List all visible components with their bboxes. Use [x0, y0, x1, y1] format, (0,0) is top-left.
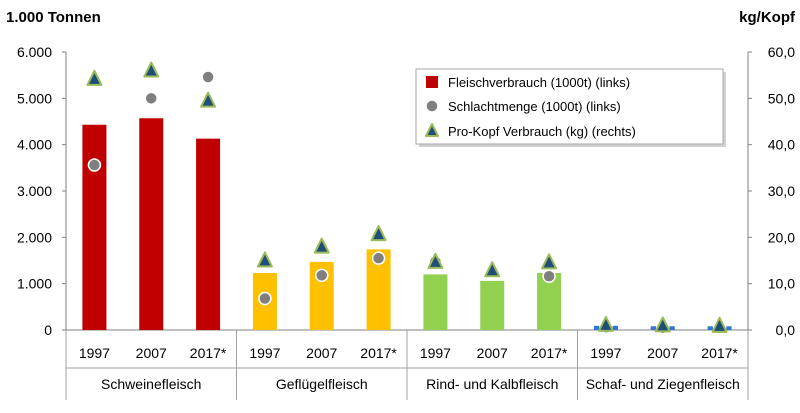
pro-kopf-point [654, 316, 671, 333]
pro-kopf-point [370, 225, 387, 242]
right-tick-label: 30,0 [768, 183, 795, 199]
year-label: 2007 [647, 345, 678, 361]
pro-kopf-point [256, 251, 273, 268]
bar [480, 280, 505, 330]
right-tick-label: 0,0 [776, 322, 796, 338]
group-label: Schweinefleisch [101, 376, 201, 392]
pro-kopf-point [597, 315, 614, 332]
markers [86, 61, 728, 335]
group-label: Geflügelfleisch [276, 376, 368, 392]
category-labels: 1997 2007 2017* 1997 2007 2017* 1997 2007 2017* 1… [79, 345, 740, 392]
pro-kopf-point [313, 237, 330, 254]
schlachtmenge-point [258, 291, 272, 306]
left-tick-label: 6.000 [17, 44, 52, 60]
right-axis-title: kg/Kopf [739, 9, 796, 26]
year-label: 2007 [477, 345, 508, 361]
left-tick-label: 1.000 [17, 276, 52, 292]
pro-kopf-point [484, 261, 501, 278]
schlachtmenge-point [201, 70, 215, 84]
bars [82, 118, 732, 330]
legend-box [415, 68, 724, 145]
schlachtmenge-point [87, 158, 102, 172]
pro-kopf-point [86, 69, 103, 86]
right-tick-label: 20,0 [768, 229, 795, 245]
left-tick-label: 3.000 [17, 183, 52, 199]
year-label: 1997 [420, 345, 451, 361]
pro-kopf-point [200, 91, 217, 108]
bar [196, 138, 221, 330]
schlachtmenge-point [371, 251, 386, 265]
axes: 1.000 Tonnen kg/Kopf [6, 9, 796, 26]
left-axis-title: 1.000 Tonnen [6, 9, 101, 26]
schlachtmenge-point [542, 269, 556, 284]
pro-kopf-point [711, 316, 728, 333]
year-label: 2017* [701, 345, 738, 361]
pro-kopf-point [541, 253, 558, 270]
right-tick-label: 50,0 [768, 90, 795, 106]
year-label: 2007 [136, 345, 167, 361]
bar [82, 124, 107, 330]
group-label: Schaf- und Ziegenfleisch [586, 376, 740, 392]
left-tick-label: 0 [44, 322, 52, 338]
bar [423, 274, 448, 330]
legend-label: Schlachtmenge (1000t) (links) [448, 99, 621, 114]
year-label: 2017* [531, 345, 568, 361]
group-label: Rind- und Kalbfleisch [426, 376, 558, 392]
legend-label: Pro-Kopf Verbrauch (kg) (rechts) [448, 124, 636, 139]
left-tick-label: 4.000 [17, 137, 52, 153]
legend-dot-swatch [425, 99, 439, 113]
legend-bar-swatch [426, 76, 438, 88]
legend: Fleischverbrauch (1000t) (links) Schlacht… [415, 68, 726, 147]
year-label: 1997 [249, 345, 280, 361]
left-tick-label: 2.000 [17, 229, 52, 245]
bar [139, 118, 164, 330]
legend-label: Fleischverbrauch (1000t) (links) [448, 75, 630, 90]
left-tick-label: 5.000 [17, 90, 52, 106]
year-label: 2017* [190, 345, 227, 361]
right-tick-label: 60,0 [768, 44, 795, 60]
year-label: 1997 [79, 345, 110, 361]
frame [65, 52, 749, 400]
year-label: 2007 [306, 345, 337, 361]
pro-kopf-point [143, 61, 160, 78]
ticks: 0 0,0 1.000 10,0 2.000 20,0 3.000 30,0 4.000 40,0… [17, 44, 795, 338]
schlachtmenge-point [144, 91, 158, 106]
right-tick-label: 40,0 [768, 137, 795, 153]
legend-triangle-swatch [425, 123, 439, 137]
year-label: 1997 [590, 345, 621, 361]
right-tick-label: 10,0 [768, 276, 795, 292]
schlachtmenge-point [315, 268, 329, 283]
year-label: 2017* [360, 345, 397, 361]
pro-kopf-point [427, 252, 444, 269]
